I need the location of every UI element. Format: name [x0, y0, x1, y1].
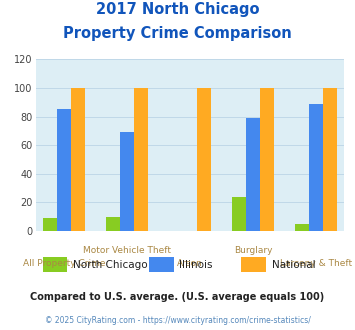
Bar: [246, 118, 260, 231]
Bar: [134, 88, 148, 231]
Text: Burglary: Burglary: [234, 246, 272, 255]
Text: National: National: [272, 260, 315, 270]
Bar: [323, 88, 337, 231]
Bar: [232, 197, 246, 231]
Bar: [106, 217, 120, 231]
Text: All Property Crime: All Property Crime: [23, 259, 105, 268]
Bar: [260, 88, 274, 231]
Text: Arson: Arson: [177, 259, 203, 268]
Bar: [120, 132, 134, 231]
Text: North Chicago: North Chicago: [73, 260, 147, 270]
Text: 2017 North Chicago: 2017 North Chicago: [96, 2, 259, 16]
Text: Property Crime Comparison: Property Crime Comparison: [63, 26, 292, 41]
Bar: [197, 88, 211, 231]
Bar: [57, 110, 71, 231]
Text: Compared to U.S. average. (U.S. average equals 100): Compared to U.S. average. (U.S. average …: [31, 292, 324, 302]
Text: Illinois: Illinois: [179, 260, 213, 270]
Text: Larceny & Theft: Larceny & Theft: [280, 259, 352, 268]
Text: © 2025 CityRating.com - https://www.cityrating.com/crime-statistics/: © 2025 CityRating.com - https://www.city…: [45, 316, 310, 325]
Bar: [309, 104, 323, 231]
Text: Motor Vehicle Theft: Motor Vehicle Theft: [83, 246, 171, 255]
Bar: [295, 224, 309, 231]
Bar: [71, 88, 84, 231]
Bar: [43, 218, 57, 231]
